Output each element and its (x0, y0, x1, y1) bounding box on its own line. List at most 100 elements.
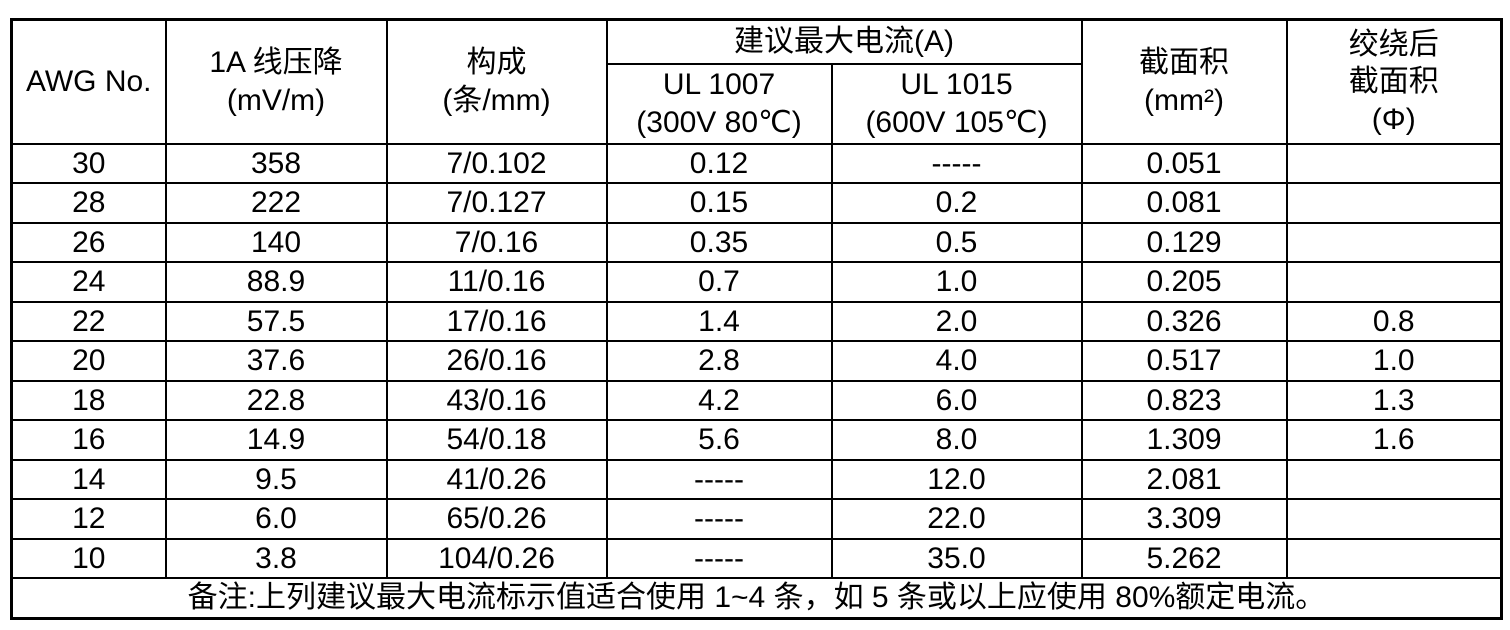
cell-composition: 65/0.26 (385, 498, 608, 540)
cell-composition: 11/0.16 (385, 261, 608, 303)
cell-ul1015-current: ----- (830, 142, 1083, 184)
cell-twisted-cross-section (1285, 458, 1503, 500)
header-twisted-cross-section: 绞绕后 截面积 (Φ) (1285, 18, 1503, 145)
cell-ul1007-current: ----- (605, 537, 833, 579)
cell-twisted-cross-section (1285, 537, 1503, 579)
header-ul1015-rating: (600V 105℃) (865, 105, 1048, 139)
table-row-awg-28: 28 222 7/0.127 0.15 0.2 0.081 (10, 182, 1503, 224)
cell-awg: 28 (10, 182, 167, 224)
header-twisted-line1: 绞绕后 (1348, 27, 1439, 61)
header-ul1015-title: UL 1015 (900, 68, 1013, 101)
cell-ul1015-current: 6.0 (830, 379, 1083, 421)
cell-ul1015-current: 2.0 (830, 300, 1083, 342)
cell-ul1007-current: ----- (605, 458, 833, 500)
cell-voltage-drop: 57.5 (164, 300, 388, 342)
header-max-current-group-label: 建议最大电流(A) (734, 25, 954, 58)
cell-ul1015-current: 12.0 (830, 458, 1083, 500)
cell-voltage-drop: 14.9 (164, 419, 388, 461)
cell-composition: 7/0.102 (385, 142, 608, 184)
cell-awg: 14 (10, 458, 167, 500)
cell-ul1007-current: ----- (605, 498, 833, 540)
cell-cross-section: 0.129 (1080, 221, 1288, 263)
cell-cross-section: 0.823 (1080, 379, 1288, 421)
header-cross-section-title: 截面积 (1139, 46, 1229, 80)
cell-awg: 16 (10, 419, 167, 461)
header-twisted-unit: (Φ) (1371, 102, 1416, 136)
cell-ul1007-current: 2.8 (605, 340, 833, 382)
cell-cross-section: 0.326 (1080, 300, 1288, 342)
cell-awg: 24 (10, 261, 167, 303)
header-ul1007: UL 1007 (300V 80℃) (605, 62, 833, 145)
header-twisted-line2: 截面积 (1348, 65, 1439, 98)
cell-voltage-drop: 358 (164, 142, 388, 184)
cell-awg: 30 (10, 142, 167, 184)
header-ul1007-rating: (300V 80℃) (636, 105, 802, 139)
cell-ul1007-current: 0.15 (605, 182, 833, 224)
cell-cross-section: 3.309 (1080, 498, 1288, 540)
table-row-awg-12: 12 6.0 65/0.26 ----- 22.0 3.309 (10, 498, 1503, 540)
cell-voltage-drop: 22.8 (164, 379, 388, 421)
table-row-awg-18: 18 22.8 43/0.16 4.2 6.0 0.823 1.3 (10, 379, 1503, 421)
table-row-awg-16: 16 14.9 54/0.18 5.6 8.0 1.309 1.6 (10, 419, 1503, 461)
cell-awg: 22 (10, 300, 167, 342)
cell-cross-section: 0.081 (1080, 182, 1288, 224)
header-voltage-drop-title: 1A 线压降 (209, 46, 343, 80)
cell-cross-section: 0.205 (1080, 261, 1288, 303)
awg-wire-spec-table: AWG No. 1A 线压降 (mV/m) 构成 (条/mm) 建议最大电流(A… (10, 18, 1503, 620)
cell-twisted-cross-section (1285, 142, 1503, 184)
header-composition-unit: (条/mm) (442, 83, 551, 117)
header-cross-section: 截面积 (mm²) (1080, 18, 1288, 145)
cell-ul1007-current: 0.7 (605, 261, 833, 303)
header-ul1007-title: UL 1007 (662, 68, 776, 101)
table-row-awg-20: 20 37.6 26/0.16 2.8 4.0 0.517 1.0 (10, 340, 1503, 382)
cell-voltage-drop: 3.8 (164, 537, 388, 579)
cell-voltage-drop: 140 (164, 221, 388, 263)
cell-twisted-cross-section: 1.0 (1285, 340, 1503, 382)
header-voltage-drop: 1A 线压降 (mV/m) (164, 18, 388, 145)
cell-twisted-cross-section (1285, 261, 1503, 303)
cell-ul1007-current: 5.6 (605, 419, 833, 461)
table-row-awg-10: 10 3.8 104/0.26 ----- 35.0 5.262 (10, 537, 1503, 579)
cell-twisted-cross-section (1285, 498, 1503, 540)
cell-cross-section: 5.262 (1080, 537, 1288, 579)
cell-ul1015-current: 1.0 (830, 261, 1083, 303)
header-composition-title: 构成 (466, 46, 527, 80)
cell-composition: 7/0.127 (385, 182, 608, 224)
cell-ul1007-current: 4.2 (605, 379, 833, 421)
cell-voltage-drop: 6.0 (164, 498, 388, 540)
cell-composition: 7/0.16 (385, 221, 608, 263)
table-row-awg-14: 14 9.5 41/0.26 ----- 12.0 2.081 (10, 458, 1503, 500)
cell-awg: 12 (10, 498, 167, 540)
cell-voltage-drop: 222 (164, 182, 388, 224)
cell-ul1015-current: 0.2 (830, 182, 1083, 224)
cell-ul1007-current: 1.4 (605, 300, 833, 342)
cell-composition: 54/0.18 (385, 419, 608, 461)
cell-ul1015-current: 4.0 (830, 340, 1083, 382)
table-row-awg-22: 22 57.5 17/0.16 1.4 2.0 0.326 0.8 (10, 300, 1503, 342)
table-note-row: 备注:上列建议最大电流标示值适合使用 1~4 条，如 5 条或以上应使用 80%… (10, 577, 1503, 619)
cell-ul1015-current: 0.5 (830, 221, 1083, 263)
header-composition: 构成 (条/mm) (385, 18, 608, 145)
header-cross-section-unit: (mm²) (1144, 83, 1224, 117)
cell-twisted-cross-section: 1.6 (1285, 419, 1503, 461)
cell-cross-section: 0.517 (1080, 340, 1288, 382)
header-awg-no-label: AWG No. (25, 65, 152, 98)
cell-composition: 26/0.16 (385, 340, 608, 382)
cell-ul1015-current: 35.0 (830, 537, 1083, 579)
cell-awg: 20 (10, 340, 167, 382)
cell-composition: 17/0.16 (385, 300, 608, 342)
cell-twisted-cross-section: 1.3 (1285, 379, 1503, 421)
cell-composition: 43/0.16 (385, 379, 608, 421)
remark-note: 备注:上列建议最大电流标示值适合使用 1~4 条，如 5 条或以上应使用 80%… (10, 577, 1503, 619)
cell-composition: 41/0.26 (385, 458, 608, 500)
header-voltage-drop-unit: (mV/m) (226, 83, 326, 117)
cell-ul1007-current: 0.12 (605, 142, 833, 184)
cell-awg: 10 (10, 537, 167, 579)
cell-ul1015-current: 8.0 (830, 419, 1083, 461)
cell-voltage-drop: 37.6 (164, 340, 388, 382)
table-row-awg-30: 30 358 7/0.102 0.12 ----- 0.051 (10, 142, 1503, 184)
cell-composition: 104/0.26 (385, 537, 608, 579)
cell-twisted-cross-section (1285, 182, 1503, 224)
cell-awg: 18 (10, 379, 167, 421)
